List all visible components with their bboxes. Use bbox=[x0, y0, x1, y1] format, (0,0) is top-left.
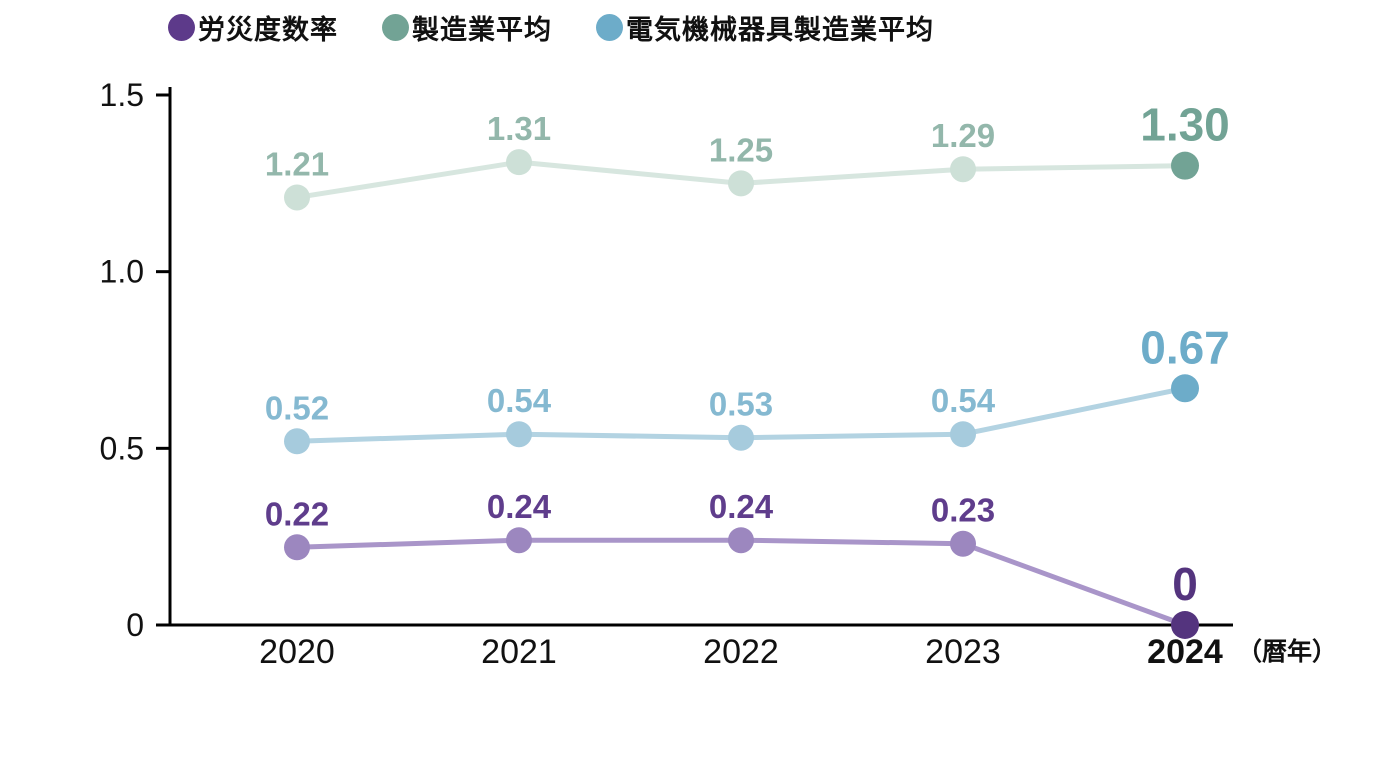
data-point-label: 0.52 bbox=[265, 389, 329, 426]
legend-dot-green-icon bbox=[382, 14, 409, 41]
legend-label: 電気機械器具製造業平均 bbox=[626, 15, 934, 45]
data-point bbox=[1171, 611, 1199, 639]
data-point bbox=[506, 527, 532, 554]
data-point bbox=[284, 184, 310, 211]
data-point-label: 0.54 bbox=[931, 382, 996, 419]
y-tick-label: 1.5 bbox=[100, 77, 144, 113]
data-point-label: 0.67 bbox=[1140, 321, 1230, 373]
y-tick-label: 0.5 bbox=[100, 430, 144, 466]
x-tick-label: 2022 bbox=[703, 633, 779, 671]
data-point-label: 0.23 bbox=[931, 492, 995, 529]
data-point bbox=[1171, 374, 1199, 403]
data-point bbox=[506, 149, 532, 176]
data-point-label: 1.29 bbox=[931, 117, 995, 154]
data-point bbox=[728, 424, 754, 451]
x-tick-label: 2021 bbox=[481, 633, 557, 671]
legend-item-seizogyo-heikin: 製造業平均 bbox=[382, 8, 552, 47]
data-point-label: 0.53 bbox=[709, 386, 773, 423]
y-tick-label: 1.0 bbox=[100, 254, 144, 290]
x-axis-unit-label: （暦年） bbox=[1237, 637, 1337, 666]
data-point bbox=[950, 156, 976, 183]
data-point-label: 1.31 bbox=[487, 110, 551, 147]
data-point-label: 0 bbox=[1172, 558, 1198, 610]
data-point bbox=[950, 530, 976, 557]
data-point bbox=[728, 527, 754, 554]
data-point-label: 0.24 bbox=[709, 488, 774, 525]
data-point-label: 1.30 bbox=[1140, 99, 1230, 151]
data-point-label: 0.24 bbox=[487, 488, 552, 525]
data-point bbox=[506, 421, 532, 448]
x-tick-label: 2020 bbox=[259, 633, 335, 671]
data-point bbox=[950, 421, 976, 448]
data-point-label: 0.54 bbox=[487, 382, 552, 419]
data-point-label: 1.21 bbox=[265, 145, 329, 182]
legend-dot-purple-icon bbox=[168, 14, 195, 41]
data-point bbox=[728, 170, 754, 197]
data-point bbox=[284, 534, 310, 561]
data-point-label: 1.25 bbox=[709, 131, 773, 168]
legend-item-denki-kikai-heikin: 電気機械器具製造業平均 bbox=[596, 8, 934, 47]
x-tick-label: 2023 bbox=[925, 633, 1001, 671]
data-point-label: 0.22 bbox=[265, 495, 329, 532]
x-tick-label: 2024 bbox=[1147, 633, 1223, 671]
data-point bbox=[1171, 151, 1199, 180]
legend-label: 労災度数率 bbox=[198, 15, 338, 45]
legend-label: 製造業平均 bbox=[412, 15, 552, 45]
legend-item-rousai-dosuritsu: 労災度数率 bbox=[168, 8, 338, 47]
y-tick-label: 0 bbox=[126, 607, 144, 643]
legend-dot-blue-icon bbox=[596, 14, 623, 41]
chart-legend: 労災度数率 製造業平均 電気機械器具製造業平均 bbox=[168, 8, 934, 47]
data-point bbox=[284, 428, 310, 455]
